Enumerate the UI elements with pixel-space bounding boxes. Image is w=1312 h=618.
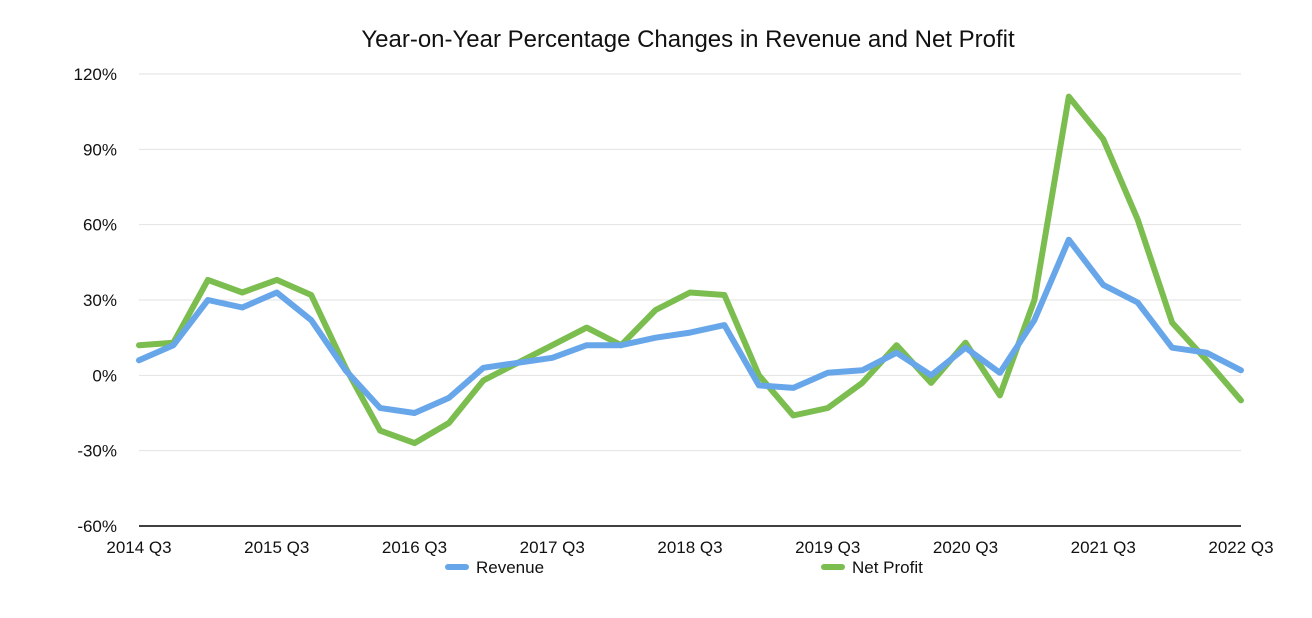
x-tick-label: 2020 Q3 (933, 538, 998, 557)
x-tick-label: 2019 Q3 (795, 538, 860, 557)
x-tick-label: 2016 Q3 (382, 538, 447, 557)
y-tick-label: -30% (77, 442, 117, 461)
y-axis-tick-labels: -60% -30% 0% 30% 60% 90% 120% (74, 65, 117, 536)
gridlines (139, 73, 1241, 452)
legend-label-revenue: Revenue (476, 558, 544, 577)
x-tick-label: 2017 Q3 (520, 538, 585, 557)
chart-title: Year-on-Year Percentage Changes in Reven… (361, 26, 1015, 53)
y-tick-label: 30% (83, 291, 117, 310)
legend: Revenue Net Profit (445, 558, 923, 577)
y-tick-label: 60% (83, 216, 117, 235)
y-tick-label: 0% (92, 366, 117, 385)
y-tick-label: 90% (83, 140, 117, 159)
series-lines (136, 93, 1244, 447)
x-tick-label: 2018 Q3 (657, 538, 722, 557)
legend-label-net-profit: Net Profit (852, 558, 923, 577)
y-tick-label: -60% (77, 517, 117, 536)
y-tick-label: 120% (74, 65, 117, 84)
series-line-revenue (136, 236, 1244, 416)
x-axis-tick-labels: 2014 Q3 2015 Q3 2016 Q3 2017 Q3 2018 Q3 2019 … (106, 538, 1273, 557)
series-line-net-profit (136, 93, 1244, 447)
x-tick-label: 2014 Q3 (106, 538, 171, 557)
x-tick-label: 2021 Q3 (1071, 538, 1136, 557)
x-tick-label: 2022 Q3 (1208, 538, 1273, 557)
x-tick-label: 2015 Q3 (244, 538, 309, 557)
